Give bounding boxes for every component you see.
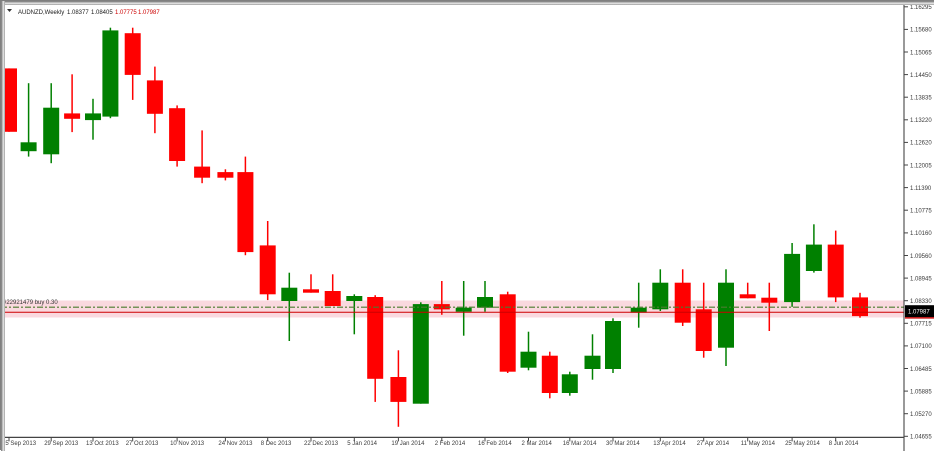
svg-text:19 Jan 2014: 19 Jan 2014 <box>391 441 425 447</box>
svg-text:1.10775: 1.10775 <box>910 209 932 215</box>
svg-text:1.09560: 1.09560 <box>910 254 932 260</box>
svg-text:1.07715: 1.07715 <box>910 322 932 328</box>
svg-text:29 Sep 2013: 29 Sep 2013 <box>44 441 79 447</box>
svg-text:1.08377: 1.08377 <box>67 10 89 16</box>
svg-text:1.10160: 1.10160 <box>910 231 932 237</box>
svg-text:30 Mar 2014: 30 Mar 2014 <box>606 441 640 447</box>
svg-text:16 Mar 2014: 16 Mar 2014 <box>563 441 597 447</box>
svg-text:25 May 2014: 25 May 2014 <box>785 441 820 447</box>
svg-text:1.12620: 1.12620 <box>910 141 932 147</box>
svg-text:1.08945: 1.08945 <box>910 276 932 282</box>
svg-text:1.13220: 1.13220 <box>910 118 932 124</box>
svg-text:1.05885: 1.05885 <box>910 389 932 395</box>
svg-text:AUDNZD,Weekly: AUDNZD,Weekly <box>18 10 64 16</box>
svg-text:16 Feb 2014: 16 Feb 2014 <box>478 441 512 447</box>
svg-text:1.15680: 1.15680 <box>910 28 932 34</box>
svg-text:15 Sep 2013: 15 Sep 2013 <box>2 441 37 447</box>
svg-text:1.04655: 1.04655 <box>910 435 932 441</box>
svg-text:1.11390: 1.11390 <box>910 186 932 192</box>
svg-text:1.15065: 1.15065 <box>910 50 932 56</box>
svg-text:27 Oct 2013: 27 Oct 2013 <box>126 441 159 447</box>
svg-text:22 Dec 2013: 22 Dec 2013 <box>304 441 339 447</box>
svg-text:10 Nov 2013: 10 Nov 2013 <box>170 441 205 447</box>
svg-text:13 Apr 2014: 13 Apr 2014 <box>653 441 686 447</box>
svg-text:1.07100: 1.07100 <box>910 344 932 350</box>
svg-text:5 Jan 2014: 5 Jan 2014 <box>347 441 377 447</box>
svg-text:1.12005: 1.12005 <box>910 163 932 169</box>
svg-text:1.08330: 1.08330 <box>910 299 932 305</box>
svg-text:1.14450: 1.14450 <box>910 73 932 79</box>
svg-text:8 Jun 2014: 8 Jun 2014 <box>829 441 859 447</box>
svg-text:1.07775: 1.07775 <box>115 10 137 16</box>
svg-text:8 Dec 2013: 8 Dec 2013 <box>261 441 292 447</box>
svg-text:24 Nov 2013: 24 Nov 2013 <box>218 441 253 447</box>
svg-text:2 Mar 2014: 2 Mar 2014 <box>522 441 553 447</box>
svg-text:1.07987: 1.07987 <box>138 10 160 16</box>
svg-text:1.06485: 1.06485 <box>910 367 932 373</box>
svg-text:2 Feb 2014: 2 Feb 2014 <box>435 441 466 447</box>
svg-text:1.16295: 1.16295 <box>910 5 932 11</box>
svg-text:27 Apr 2014: 27 Apr 2014 <box>697 441 730 447</box>
svg-text:1.07987: 1.07987 <box>908 310 930 316</box>
svg-text:1.08405: 1.08405 <box>91 10 113 16</box>
svg-text:#22921479 buy 0.30: #22921479 buy 0.30 <box>3 300 58 306</box>
svg-text:1.05270: 1.05270 <box>910 412 932 418</box>
svg-text:13 Oct 2013: 13 Oct 2013 <box>86 441 119 447</box>
svg-text:1.13835: 1.13835 <box>910 96 932 102</box>
svg-text:11 May 2014: 11 May 2014 <box>741 441 776 447</box>
